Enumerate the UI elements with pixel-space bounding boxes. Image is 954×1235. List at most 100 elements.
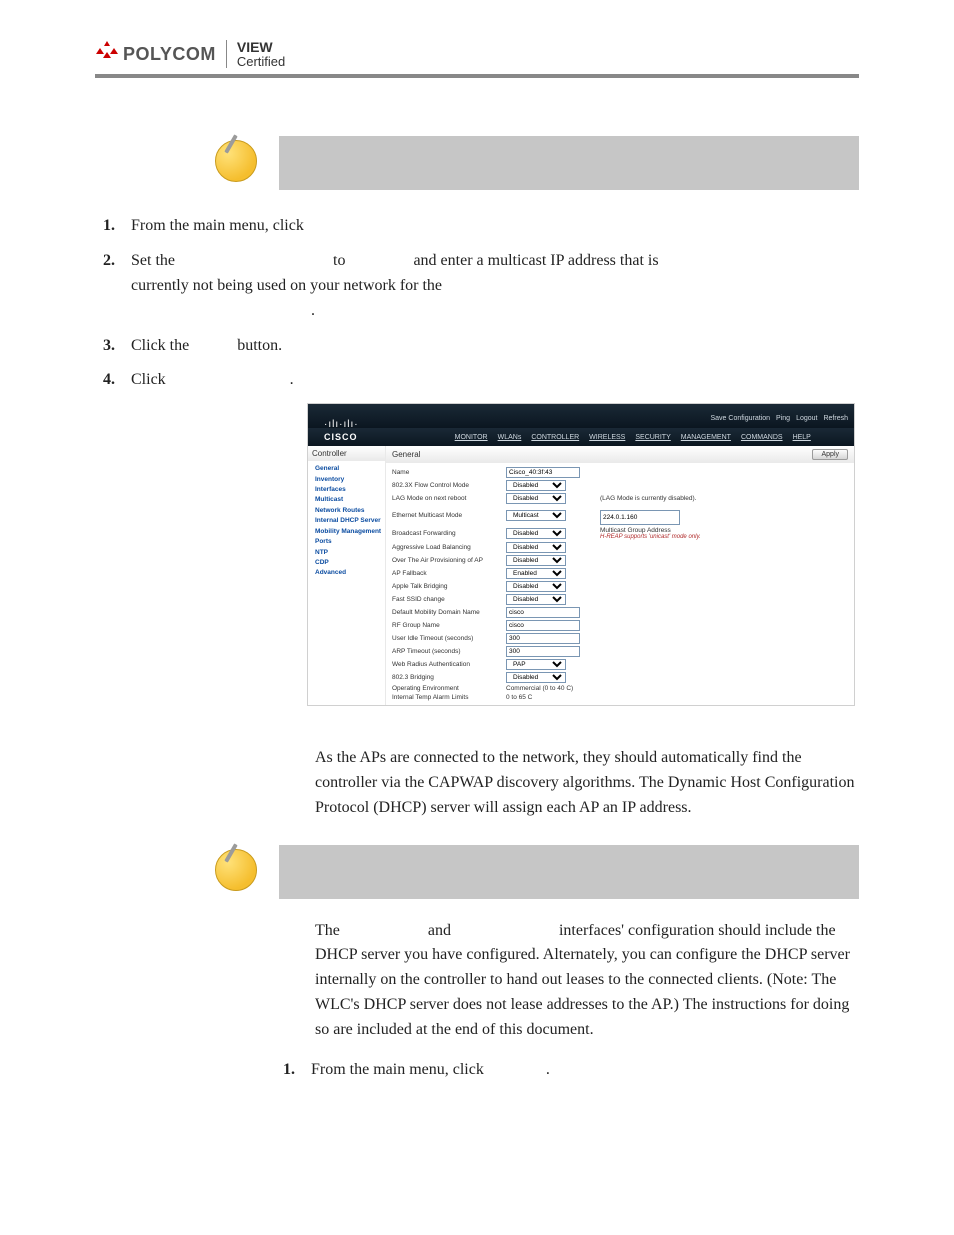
sidebar-item[interactable]: Network Routes [315, 507, 382, 515]
form-label: Default Mobility Domain Name [392, 609, 502, 616]
shot-form: Name 802.3X Flow Control Mode Disabled LAG … [386, 463, 854, 705]
nav-link[interactable]: HELP [793, 434, 811, 441]
form-label: Broadcast Forwarding [392, 530, 502, 537]
para-part: interfaces' configuration should include… [315, 922, 850, 1038]
form-label: Ethernet Multicast Mode [392, 512, 502, 519]
polycom-mark-icon [95, 40, 119, 68]
sidebar-item[interactable]: Mobility Management [315, 528, 382, 536]
step-text-part: From the main menu, click [131, 217, 304, 234]
form-note [600, 506, 848, 525]
step-a-2: 2. Set the to and enter a multicast IP a… [95, 249, 679, 323]
step-text-part: . [311, 302, 315, 319]
sidebar-title: Controller [308, 446, 385, 461]
form-control [506, 646, 596, 657]
form-label: Apple Talk Bridging [392, 583, 502, 590]
form-control: Disabled [506, 672, 596, 683]
form-label: Operating Environment [392, 685, 502, 692]
text-input[interactable] [600, 510, 680, 525]
sidebar-item[interactable]: Advanced [315, 569, 382, 577]
form-label: RF Group Name [392, 622, 502, 629]
form-control [506, 620, 596, 631]
text-input[interactable] [506, 607, 580, 618]
form-control: Commercial (0 to 40 C) [506, 685, 596, 692]
form-control [506, 607, 596, 618]
nav-link[interactable]: MANAGEMENT [681, 434, 731, 441]
note-icon [215, 136, 263, 184]
sidebar-item[interactable]: Inventory [315, 476, 382, 484]
step-a-4: 4. Click . [95, 368, 679, 393]
sidebar-item[interactable]: NTP [315, 549, 382, 557]
text-input[interactable] [506, 633, 580, 644]
form-control: Disabled [506, 493, 596, 504]
text-input[interactable] [506, 620, 580, 631]
form-label: Aggressive Load Balancing [392, 544, 502, 551]
step-text-part: Click the [131, 337, 189, 354]
para-part: The [315, 922, 340, 939]
form-label: User Idle Timeout (seconds) [392, 635, 502, 642]
select-input[interactable]: Disabled [506, 555, 566, 566]
nav-link[interactable]: WLANs [498, 434, 522, 441]
screenshot-wrapper: ·ılı·ılı· Save Configuration Ping Logout… [275, 403, 859, 706]
note-icon [215, 845, 263, 893]
sidebar-item[interactable]: Internal DHCP Server [315, 517, 382, 525]
shot-topbar: ·ılı·ılı· Save Configuration Ping Logout… [308, 404, 854, 428]
main-heading: General [392, 450, 420, 459]
nav-link[interactable]: CONTROLLER [531, 434, 579, 441]
select-input[interactable]: Disabled [506, 594, 566, 605]
form-control: Multicast [506, 510, 596, 521]
form-note: (LAG Mode is currently disabled). [600, 495, 848, 502]
sidebar-item[interactable]: Multicast [315, 496, 382, 504]
sidebar-item[interactable]: Ports [315, 538, 382, 546]
select-input[interactable]: Disabled [506, 542, 566, 553]
select-input[interactable]: Disabled [506, 493, 566, 504]
nav-link[interactable]: WIRELESS [589, 434, 625, 441]
shot-body: Controller General Inventory Interfaces … [308, 446, 854, 705]
page-root: POLYCOM VIEW Certified 1. From the main … [0, 0, 954, 1235]
step-text: Click the button. [131, 334, 679, 359]
nav-link[interactable]: SECURITY [635, 434, 670, 441]
form-label: 802.3X Flow Control Mode [392, 482, 502, 489]
select-input[interactable]: Disabled [506, 581, 566, 592]
select-input[interactable]: Multicast [506, 510, 566, 521]
top-link[interactable]: Refresh [823, 415, 848, 422]
apply-button[interactable]: Apply [812, 449, 848, 460]
form-label: LAG Mode on next reboot [392, 495, 502, 502]
step-text-part: From the main menu, click [311, 1061, 484, 1078]
top-link[interactable]: Logout [796, 415, 817, 422]
header: POLYCOM VIEW Certified [95, 40, 859, 68]
step-text: Click . [131, 368, 679, 393]
nav-link[interactable]: COMMANDS [741, 434, 783, 441]
top-link[interactable]: Save Configuration [711, 415, 771, 422]
text-input[interactable] [506, 646, 580, 657]
select-input[interactable]: Disabled [506, 528, 566, 539]
top-link[interactable]: Ping [776, 415, 790, 422]
form-label: Fast SSID change [392, 596, 502, 603]
steps-list-b: 1. From the main menu, click . [275, 1058, 859, 1083]
shot-main-head: General Apply [386, 446, 854, 463]
text-input[interactable] [506, 467, 580, 478]
step-number: 1. [95, 214, 115, 239]
cisco-wordmark: CISCO [308, 432, 358, 442]
step-number: 3. [95, 334, 115, 359]
step-text-part: . [290, 371, 294, 388]
select-input[interactable]: Disabled [506, 672, 566, 683]
sidebar-item[interactable]: General [315, 465, 382, 473]
sidebar-item[interactable]: CDP [315, 559, 382, 567]
sidebar-item[interactable]: Interfaces [315, 486, 382, 494]
select-input[interactable]: PAP [506, 659, 566, 670]
step-text-part: . [546, 1061, 550, 1078]
nav-link[interactable]: MONITOR [455, 434, 488, 441]
form-control: 0 to 65 C [506, 694, 596, 701]
form-control [506, 467, 596, 478]
select-input[interactable]: Enabled [506, 568, 566, 579]
shot-nav-links: MONITOR WLANs CONTROLLER WIRELESS SECURI… [455, 434, 811, 441]
step-text: From the main menu, click [131, 214, 679, 239]
shot-sidebar: Controller General Inventory Interfaces … [308, 446, 386, 705]
form-note: Multicast Group AddressH-REAP supports '… [600, 527, 848, 540]
form-label: Name [392, 469, 502, 476]
note-body-1 [279, 136, 859, 190]
form-label: Internal Temp Alarm Limits [392, 694, 502, 701]
select-input[interactable]: Disabled [506, 480, 566, 491]
form-control: PAP [506, 659, 596, 670]
shot-title-area: ·ılı·ılı· [314, 404, 359, 428]
